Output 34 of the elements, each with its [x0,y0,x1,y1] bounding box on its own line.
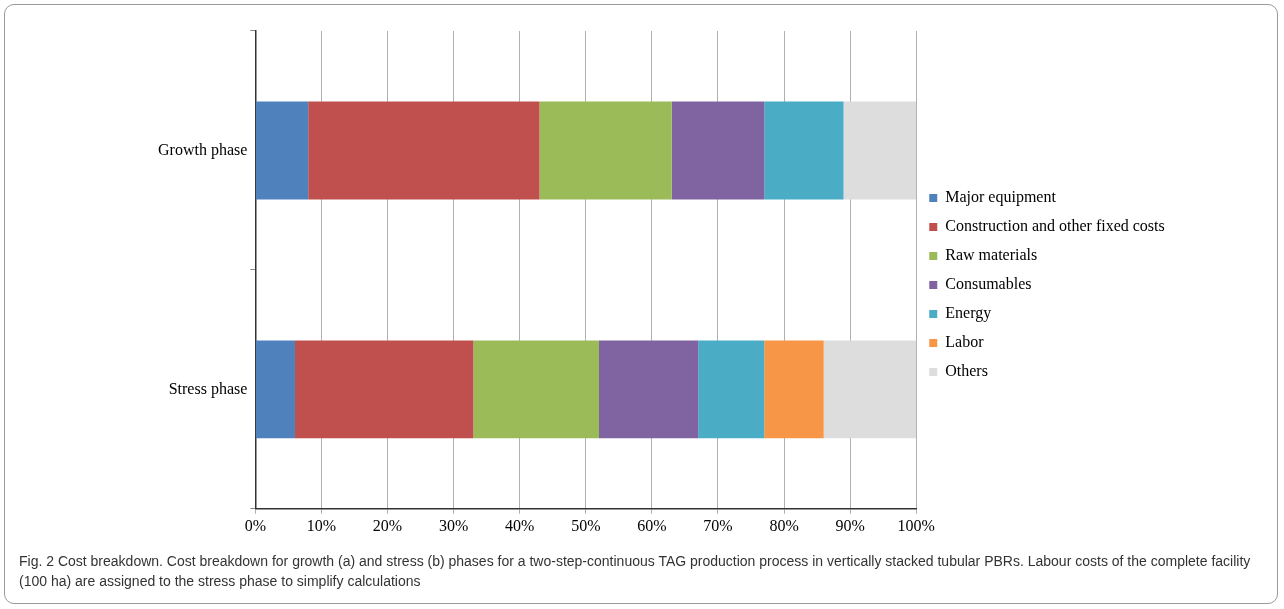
caption: Fig. 2 Cost breakdown. Cost breakdown for growth (a) and stress (b) phases for a two-step-continuous TAG production process in vertically stacked tubular PBRs. Labour costs of the complete facility (100 ha) are assigned to the stress phase to simplify calculations [19,552,1252,591]
legend-label: Major equipment [945,188,1057,207]
y-tick-label: Stress phase [168,379,248,398]
x-tick-label: 30% [438,516,469,534]
bar [255,101,309,200]
x-tick-label: 90% [835,516,865,534]
x-tick-label: 60% [637,516,667,534]
bar [473,340,599,439]
x-tick-label: 80% [769,516,799,534]
bar [294,340,474,439]
legend-label: Consumables [945,275,1032,293]
x-tick-label: 0% [244,516,266,534]
x-tick-label: 40% [505,516,535,534]
bar [764,340,824,439]
x-tick-label: 100% [897,516,935,534]
bar [671,101,765,200]
legend-label: Raw materials [945,246,1038,264]
x-tick-label: 10% [306,516,337,534]
legend-label: Labor [945,333,985,351]
legend-label: Energy [945,304,992,323]
bar [823,340,917,439]
x-tick-label: 20% [372,516,403,534]
bar [764,101,844,200]
bar [308,101,540,200]
bar [539,101,672,200]
y-tick-label: Growth phase [158,140,248,159]
bar [843,101,917,200]
bar [698,340,765,439]
legend-label: Others [945,362,988,380]
x-tick-label: 70% [703,516,733,534]
legend-label: Construction and other fixed costs [945,217,1165,235]
bar [255,340,295,439]
x-tick-label: 50% [571,516,601,534]
bar [599,340,699,439]
